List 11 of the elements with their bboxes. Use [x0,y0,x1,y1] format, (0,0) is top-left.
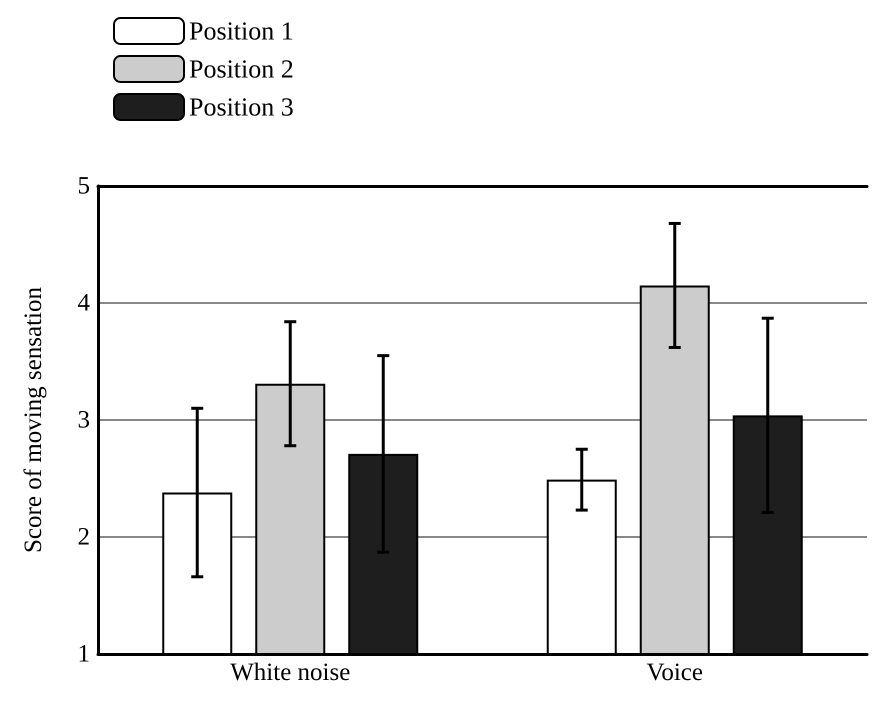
x-tick-label: Voice [646,659,703,686]
legend-label: Position 3 [189,92,294,122]
y-axis-title: Score of moving sensation [20,286,47,553]
legend-label: Position 2 [189,54,294,84]
y-tick-label: 5 [78,172,90,200]
y-tick-label: 2 [78,524,90,550]
y-tick-label: 4 [78,290,90,316]
legend-label: Position 1 [189,16,294,46]
y-tick-label: 3 [78,406,90,434]
x-tick-label: White noise [230,659,350,686]
y-tick-label: 1 [78,640,90,668]
